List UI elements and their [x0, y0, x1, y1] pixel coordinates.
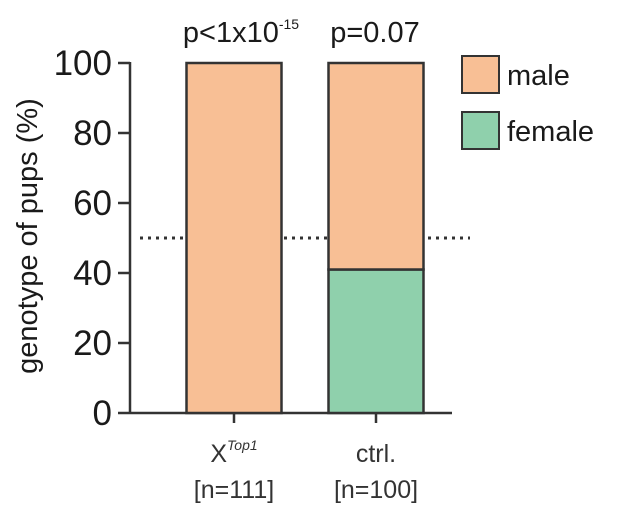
bar-male-1: [327, 61, 425, 271]
p-value-1: p=0.07: [330, 17, 420, 49]
y-tick-label-20: 20: [73, 324, 112, 363]
legend-swatch-female: [461, 111, 500, 150]
x-tick-label-0: XTop1: [210, 437, 257, 468]
legend-label-male: male: [507, 60, 570, 92]
n-label-0: [n=111]: [194, 476, 274, 504]
y-tick-label-40: 40: [73, 254, 112, 293]
x-tick-label-1: ctrl.: [356, 440, 396, 468]
y-axis-ticks: 0 20 40 60 80 100: [54, 44, 378, 433]
legend-label-female: female: [507, 116, 594, 148]
p-value-0: p<1x10-15: [183, 16, 299, 49]
y-tick-label-80: 80: [73, 114, 112, 153]
y-tick-label-100: 100: [54, 44, 112, 83]
p-value-labels: p<1x10-15 p=0.07: [183, 16, 420, 49]
n-label-1: [n=100]: [334, 476, 418, 504]
y-axis-title: genotype of pups (%): [12, 98, 44, 374]
y-tick-label-60: 60: [73, 184, 112, 223]
legend: male female: [461, 55, 594, 150]
bar-female-1: [327, 268, 425, 415]
p-value-exponent-0: -15: [279, 16, 299, 32]
y-tick-label-0: 0: [93, 394, 112, 433]
x-tick-label-sup-0: Top1: [227, 437, 258, 453]
bar-male-0: [185, 61, 283, 415]
legend-swatch-male: [461, 55, 500, 94]
bar-group: [185, 61, 425, 415]
x-axis-labels: XTop1 [n=111] ctrl. [n=100]: [194, 437, 418, 504]
